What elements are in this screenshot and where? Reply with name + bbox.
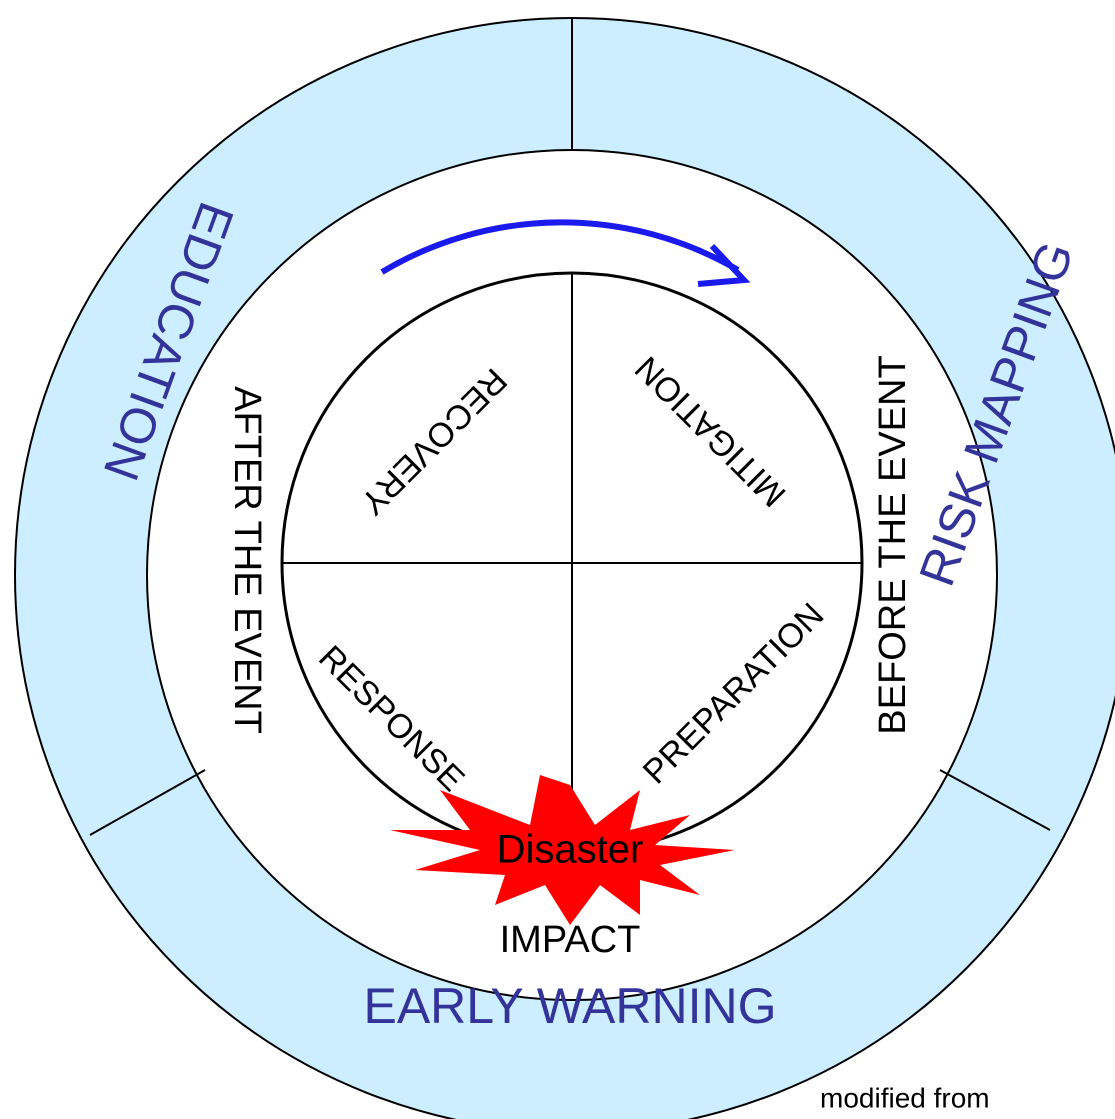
ring-divider: [939, 769, 1051, 831]
middle-label: BEFORE THE EVENT: [872, 355, 914, 734]
event-label: Disaster: [497, 828, 644, 872]
ring-divider: [89, 769, 206, 836]
impact-label: IMPACT: [500, 919, 641, 961]
source-note: modified from: [820, 1082, 990, 1113]
disaster-burst: [390, 775, 735, 925]
cycle-arrow: [380, 219, 740, 275]
middle-label: AFTER THE EVENT: [226, 386, 268, 734]
outer-label: EARLY WARNING: [363, 978, 776, 1034]
arrow-head: [697, 243, 751, 287]
